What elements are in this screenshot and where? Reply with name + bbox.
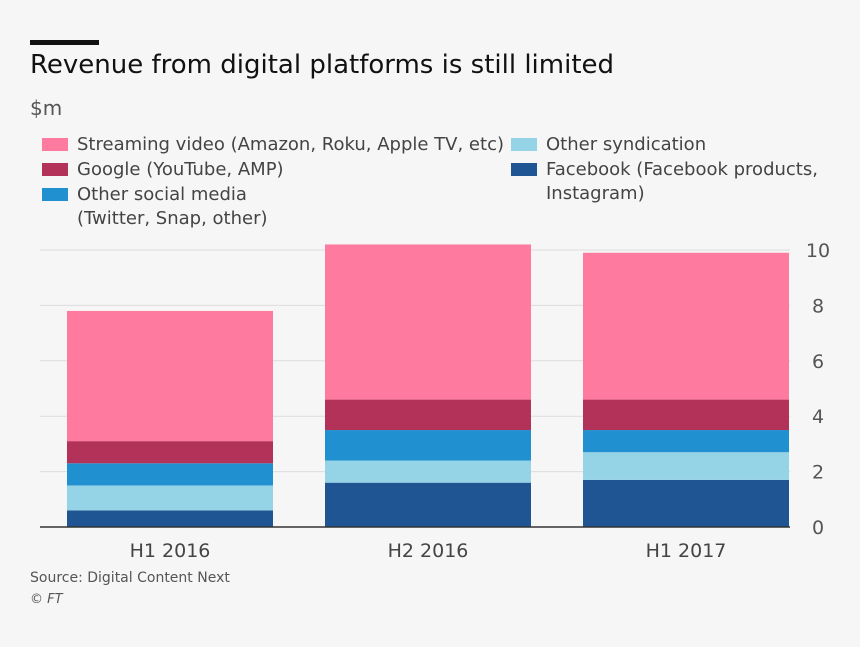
bar-segment-h1-2016-s3 <box>67 441 273 464</box>
legend-swatch-google <box>42 163 68 176</box>
x-tick-label-h1-2016: H1 2016 <box>130 540 211 562</box>
legend-label-other-social: Other social media (Twitter, Snap, other… <box>77 184 268 229</box>
unit-label: $m <box>30 96 63 120</box>
source-note: Source: Digital Content Next <box>30 570 230 586</box>
bar-segment-h1-2016-s0 <box>67 510 273 527</box>
legend-label-facebook: Facebook (Facebook products, Instagram) <box>546 159 818 204</box>
y-tick-label-4: 4 <box>812 406 824 428</box>
bar-segment-h1-2016-s4 <box>67 310 273 442</box>
x-tick-label-h1-2017: H1 2017 <box>646 540 727 562</box>
bar-segment-h1-2017-s4 <box>583 252 789 400</box>
chart-title: Revenue from digital platforms is still … <box>30 50 615 80</box>
bar-segment-h1-2017-s0 <box>583 479 789 527</box>
legend-swatch-other-syndication <box>511 138 537 151</box>
legend-swatch-streaming <box>42 138 68 151</box>
bar-segment-h2-2016-s3 <box>325 399 531 431</box>
title-accent-bar <box>30 40 99 45</box>
bar-segment-h2-2016-s4 <box>325 244 531 400</box>
legend-item-streaming: Streaming video (Amazon, Roku, Apple TV,… <box>42 133 504 157</box>
bar-segment-h1-2017-s2 <box>583 430 789 453</box>
copyright-note: © FT <box>30 592 63 607</box>
y-tick-label-6: 6 <box>812 351 824 373</box>
bar-segment-h1-2016-s1 <box>67 485 273 511</box>
legend-swatch-other-social <box>42 188 68 201</box>
y-tick-label-10: 10 <box>806 240 830 262</box>
y-tick-label-8: 8 <box>812 295 824 317</box>
legend-label-streaming: Streaming video (Amazon, Roku, Apple TV,… <box>77 134 504 155</box>
x-tick-label-h2-2016: H2 2016 <box>388 540 469 562</box>
legend-swatch-facebook <box>511 163 537 176</box>
y-tick-label-2: 2 <box>812 462 824 484</box>
legend-item-other-social: Other social media (Twitter, Snap, other… <box>42 183 268 231</box>
legend-item-other-syndication: Other syndication <box>511 133 706 157</box>
bar-segment-h2-2016-s1 <box>325 460 531 483</box>
bar-segment-h2-2016-s0 <box>325 482 531 527</box>
y-tick-label-0: 0 <box>812 517 824 539</box>
legend-label-google: Google (YouTube, AMP) <box>77 159 284 180</box>
bar-segment-h1-2017-s1 <box>583 452 789 480</box>
legend-label-other-syndication: Other syndication <box>546 134 707 155</box>
bar-segment-h2-2016-s2 <box>325 430 531 461</box>
legend-item-google: Google (YouTube, AMP) <box>42 158 284 182</box>
bar-segment-h1-2017-s3 <box>583 399 789 431</box>
legend-item-facebook: Facebook (Facebook products, Instagram) <box>511 158 818 206</box>
bar-segment-h1-2016-s2 <box>67 463 273 486</box>
